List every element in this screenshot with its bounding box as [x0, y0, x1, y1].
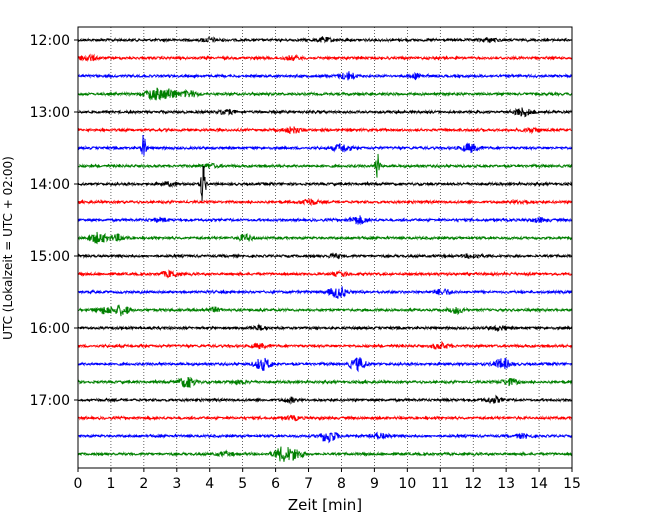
trace-1215 — [77, 53, 573, 62]
x-tick-label: 8 — [337, 476, 346, 492]
x-tick-label: 5 — [238, 476, 247, 492]
x-tick-label: 9 — [370, 476, 379, 492]
x-tick-label: 4 — [205, 476, 214, 492]
plot-frame — [77, 26, 573, 469]
trace-1515 — [77, 269, 573, 279]
trace-1545 — [77, 304, 573, 317]
trace-1330 — [77, 134, 573, 156]
trace-1615 — [77, 340, 573, 350]
x-tick-label: 15 — [563, 476, 581, 492]
x-axis-title: Zeit [min] — [288, 496, 362, 514]
trace-1745 — [77, 446, 573, 462]
trace-1200 — [77, 35, 573, 44]
trace-1345 — [77, 153, 573, 178]
trace-1700 — [77, 394, 573, 405]
trace-1230 — [77, 71, 573, 81]
trace-1500 — [77, 252, 573, 260]
x-tick-label: 0 — [74, 476, 83, 492]
trace-1645 — [77, 376, 573, 388]
x-tick-label: 12 — [464, 476, 482, 492]
trace-1730 — [77, 431, 573, 444]
x-tick-label: 14 — [530, 476, 548, 492]
y-tick-label: 13:00 — [30, 105, 70, 121]
y-tick-label: 16:00 — [30, 321, 70, 337]
y-tick-label: 12:00 — [30, 33, 70, 49]
x-axis: 0 1 2 3 4 5 6 7 8 9 10 11 12 13 14 15 — [74, 468, 581, 492]
x-tick-label: 13 — [497, 476, 515, 492]
x-tick-label: 3 — [172, 476, 181, 492]
trace-1630 — [77, 357, 573, 373]
y-tick-label: 17:00 — [30, 393, 70, 409]
trace-1300 — [77, 107, 573, 118]
x-tick-label: 11 — [431, 476, 449, 492]
trace-1715 — [77, 414, 573, 422]
trace-1415 — [77, 198, 573, 207]
trace-1430 — [77, 215, 573, 226]
y-axis-title: UTC (Lokalzeit = UTC + 02:00) — [1, 156, 15, 340]
y-tick-label: 14:00 — [30, 177, 70, 193]
x-tick-label: 10 — [398, 476, 416, 492]
trace-1600 — [77, 323, 573, 333]
trace-1445 — [77, 231, 573, 245]
x-tick-label: 1 — [106, 476, 115, 492]
x-tick-label: 6 — [271, 476, 280, 492]
x-tick-label: 7 — [304, 476, 313, 492]
trace-1400 — [77, 165, 573, 202]
y-tick-label: 15:00 — [30, 249, 70, 265]
seismogram-traces — [77, 35, 573, 462]
trace-1245 — [77, 87, 573, 101]
trace-1530 — [77, 286, 573, 299]
x-tick-label: 2 — [139, 476, 148, 492]
trace-1315 — [77, 126, 573, 135]
y-axis: 12:00 13:00 14:00 15:00 16:00 17:00 — [30, 33, 78, 409]
